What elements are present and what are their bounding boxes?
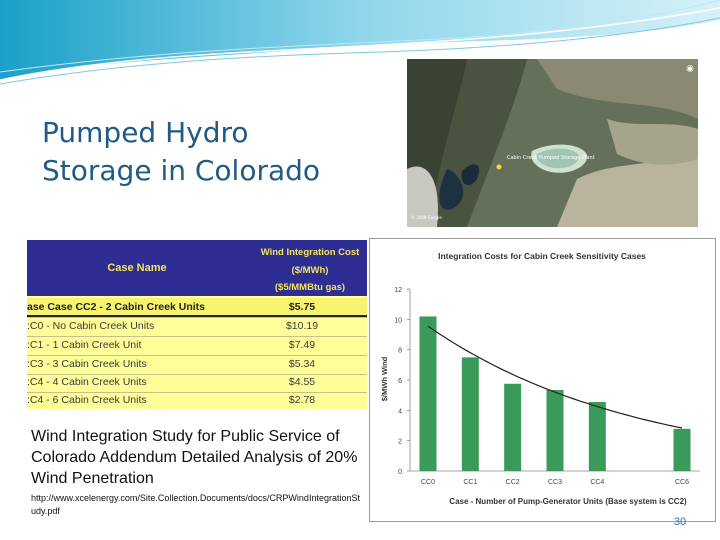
table-header: Case Name Wind Integration Cost ($/MWh) … xyxy=(27,240,367,296)
row-case-name: ase Case CC2 - 2 Cabin Creek Units xyxy=(27,301,205,313)
slide-title: Pumped Hydro Storage in Colorado xyxy=(42,114,372,190)
x-tick-label: CC3 xyxy=(548,479,562,486)
page-number: 30 xyxy=(673,516,687,528)
header-cost-basis: ($5/MMBtu gas) xyxy=(274,282,346,293)
row-cost: $4.55 xyxy=(288,376,316,388)
row-cost: $7.49 xyxy=(288,339,316,351)
bar xyxy=(546,390,564,471)
row-cost: $2.78 xyxy=(288,394,316,406)
x-tick-label: CC0 xyxy=(421,479,435,486)
bar xyxy=(673,428,691,471)
table-row: :C3 - 3 Cabin Creek Units $5.34 xyxy=(27,355,367,375)
map-copyright: © 2008 Google xyxy=(411,215,442,220)
table-row: :C4 - 4 Cabin Creek Units $4.55 xyxy=(27,373,367,393)
integration-cost-chart: Integration Costs for Cabin Creek Sensit… xyxy=(369,238,716,522)
trend-line xyxy=(427,325,683,429)
row-cost: $5.34 xyxy=(288,358,316,370)
y-tick-label: 4 xyxy=(398,408,402,415)
x-tick-label: CC4 xyxy=(590,479,604,486)
chart-marks: 0 2 4 6 8 10 12 CC0 CC1 CC2 CC3 CC4 CC6 xyxy=(394,287,700,486)
integration-cost-table: Case Name Wind Integration Cost ($/MWh) … xyxy=(27,240,367,410)
map-compass-icon: ◉ xyxy=(686,63,694,73)
table-row: ase Case CC2 - 2 Cabin Creek Units $5.75 xyxy=(27,298,367,318)
slide-title-line-2: Storage in Colorado xyxy=(42,154,321,187)
bar xyxy=(461,357,479,471)
study-caption: Wind Integration Study for Public Servic… xyxy=(31,428,358,487)
slide-title-line-1: Pumped Hydro xyxy=(42,116,249,149)
bar xyxy=(504,383,522,471)
row-case-name: :C4 - 6 Cabin Creek Units xyxy=(27,394,147,406)
x-tick-label: CC6 xyxy=(675,479,689,486)
x-tick-label: CC1 xyxy=(463,479,477,486)
y-tick-label: 0 xyxy=(398,469,402,476)
y-tick-label: 6 xyxy=(398,378,402,385)
chart-canvas: Integration Costs for Cabin Creek Sensit… xyxy=(380,251,700,506)
row-cost: $5.75 xyxy=(288,301,316,313)
x-tick-label: CC2 xyxy=(506,479,520,486)
y-tick-label: 2 xyxy=(398,439,402,446)
row-case-name: :C0 - No Cabin Creek Units xyxy=(27,320,155,332)
source-url: http://www.xcelenergy.com/Site.Collectio… xyxy=(31,493,360,516)
slide-header-wave xyxy=(0,0,720,85)
bar xyxy=(419,316,437,471)
row-cost: $10.19 xyxy=(285,320,319,332)
bar xyxy=(588,401,606,471)
table-divider xyxy=(27,315,367,317)
y-tick-label: 10 xyxy=(394,317,402,324)
row-case-name: :C4 - 4 Cabin Creek Units xyxy=(27,376,147,388)
y-tick-label: 8 xyxy=(398,348,402,355)
satellite-map-image: Cabin Creek Pumped Storage Plant © 2008 … xyxy=(407,59,698,227)
table-row: :C4 - 6 Cabin Creek Units $2.78 xyxy=(27,391,367,410)
row-case-name: :C1 - 1 Cabin Creek Unit xyxy=(27,339,142,351)
table-row: :C0 - No Cabin Creek Units $10.19 xyxy=(27,317,367,337)
chart-title: Integration Costs for Cabin Creek Sensit… xyxy=(438,251,646,261)
header-cost-title: Wind Integration Cost xyxy=(260,247,360,258)
chart-y-axis-label: $/MWh Wind xyxy=(380,356,389,401)
y-tick-label: 12 xyxy=(394,287,402,294)
chart-x-axis-label: Case - Number of Pump-Generator Units (B… xyxy=(449,497,687,506)
table-row: :C1 - 1 Cabin Creek Unit $7.49 xyxy=(27,336,367,356)
satellite-terrain xyxy=(407,59,698,227)
map-placemark-label: Cabin Creek Pumped Storage Plant xyxy=(507,155,595,161)
row-case-name: :C3 - 3 Cabin Creek Units xyxy=(27,358,147,370)
header-cost-unit: ($/MWh) xyxy=(291,265,329,276)
header-case-name: Case Name xyxy=(107,262,167,274)
